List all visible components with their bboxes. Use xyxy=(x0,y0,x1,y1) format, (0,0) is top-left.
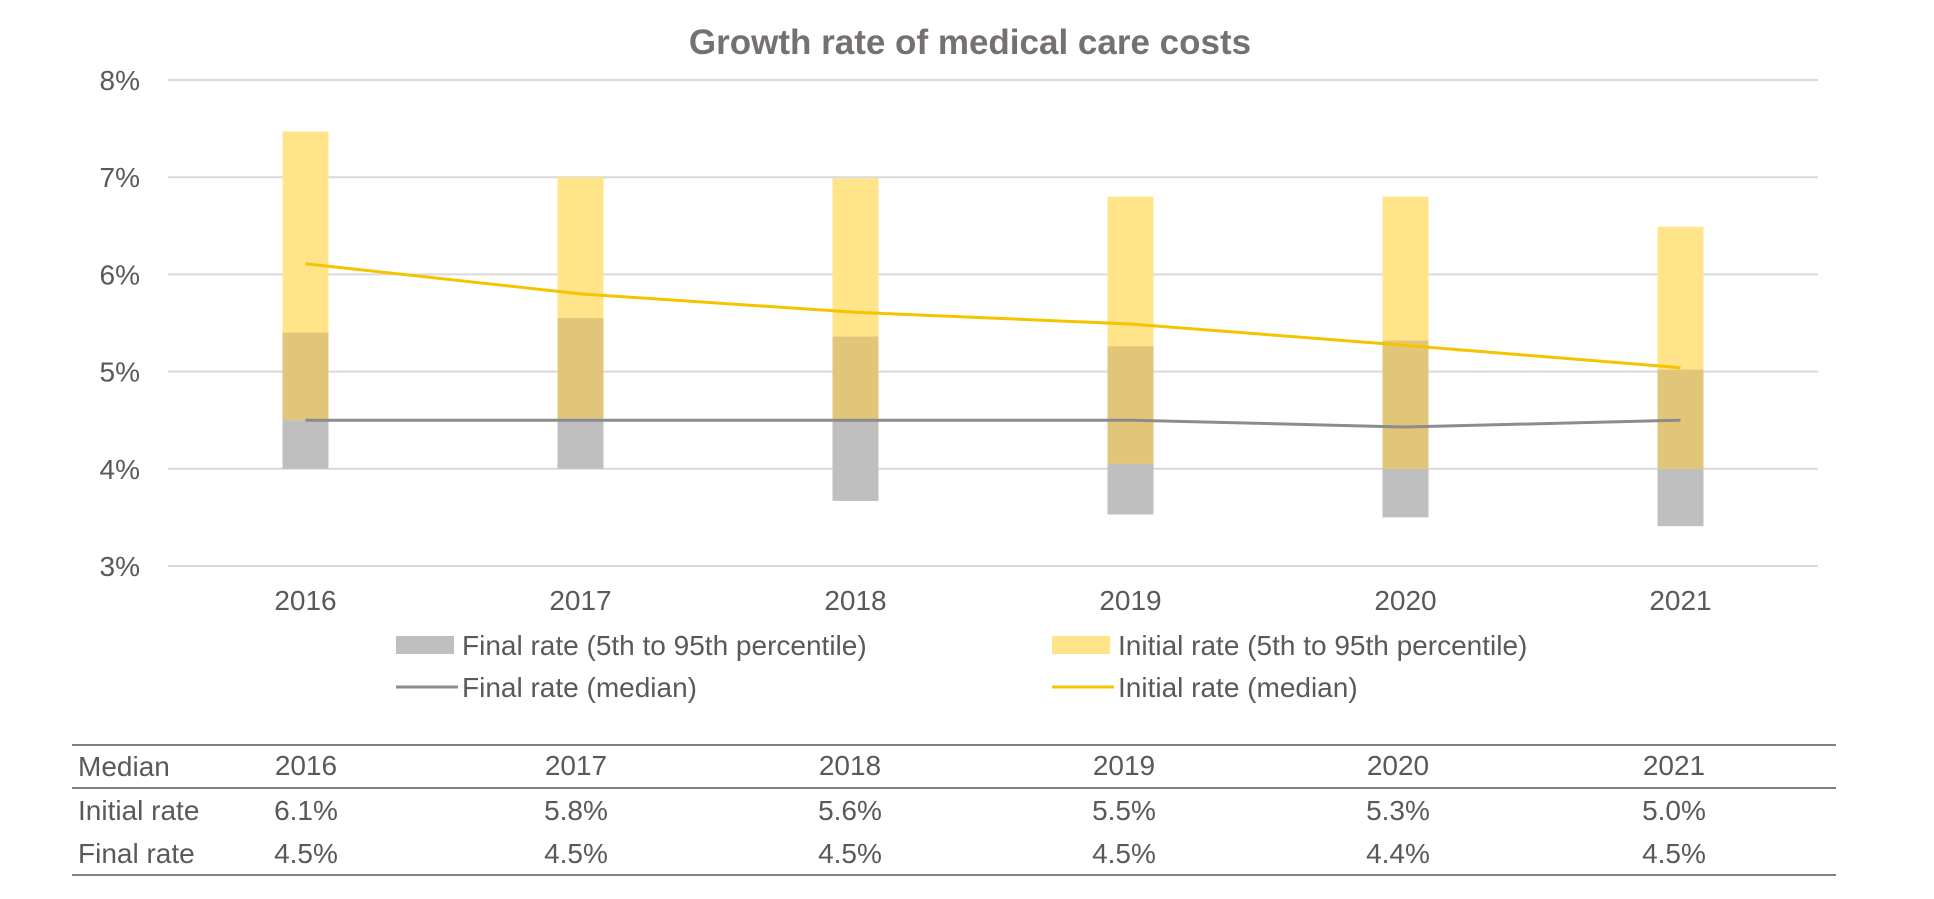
legend-swatch xyxy=(1052,636,1110,654)
y-tick-label: 4% xyxy=(100,454,140,485)
table-cell: 4.5% xyxy=(1642,838,1706,869)
table-row-label: Final rate xyxy=(78,838,195,869)
legend-item: Final rate (5th to 95th percentile) xyxy=(396,630,867,661)
y-tick-label: 8% xyxy=(100,65,140,96)
x-tick-label: 2016 xyxy=(274,585,336,616)
x-tick-label: 2018 xyxy=(824,585,886,616)
table-header-year: 2017 xyxy=(545,750,607,781)
table-cell: 4.4% xyxy=(1366,838,1430,869)
bar-overlap-range xyxy=(282,332,329,421)
table-cell: 6.1% xyxy=(274,795,338,826)
legend: Final rate (5th to 95th percentile) Initi… xyxy=(396,630,1527,703)
line-initial-median xyxy=(305,262,1681,370)
bar-overlap-range xyxy=(832,336,879,421)
table-header-label: Median xyxy=(78,751,170,782)
table-cell: 4.5% xyxy=(274,838,338,869)
y-tick-label: 5% xyxy=(100,357,140,388)
table-row-label: Initial rate xyxy=(78,795,199,826)
table-cell: 4.5% xyxy=(818,838,882,869)
legend-label: Initial rate (5th to 95th percentile) xyxy=(1118,630,1527,661)
x-tick-label: 2017 xyxy=(549,585,611,616)
bar-overlap-range xyxy=(557,318,604,419)
table-cell: 5.6% xyxy=(818,795,882,826)
legend-label: Final rate (median) xyxy=(462,672,697,703)
legend-label: Initial rate (median) xyxy=(1118,672,1358,703)
y-tick-label: 3% xyxy=(100,551,140,582)
table-cell: 4.5% xyxy=(544,838,608,869)
table-header-year: 2020 xyxy=(1367,750,1429,781)
chart-title: Growth rate of medical care costs xyxy=(689,23,1251,62)
x-tick-label: 2019 xyxy=(1099,585,1161,616)
table-cell: 5.8% xyxy=(544,795,608,826)
x-axis-ticks: 2016 2017 2018 2019 2020 2021 xyxy=(274,585,1711,616)
legend-item: Initial rate (5th to 95th percentile) xyxy=(1052,630,1527,661)
bar-overlap-range xyxy=(1107,346,1154,464)
gridlines xyxy=(168,79,1818,567)
x-tick-label: 2021 xyxy=(1649,585,1711,616)
table-header-year: 2016 xyxy=(275,750,337,781)
table-cell: 5.0% xyxy=(1642,795,1706,826)
x-tick-label: 2020 xyxy=(1374,585,1436,616)
legend-swatch xyxy=(396,636,454,654)
bar-overlap-range xyxy=(1382,340,1429,469)
line-final-median xyxy=(305,418,1681,429)
median-table: Median 2016 2017 2018 2019 2020 2021 Initial ra… xyxy=(72,744,1836,876)
table-header-year: 2019 xyxy=(1093,750,1155,781)
legend-label: Final rate (5th to 95th percentile) xyxy=(462,630,867,661)
legend-item: Initial rate (median) xyxy=(1052,672,1358,703)
median-lines xyxy=(305,262,1681,429)
range-bars xyxy=(282,131,1704,527)
y-axis-ticks: 3% 4% 5% 6% 7% 8% xyxy=(100,65,140,582)
y-tick-label: 7% xyxy=(100,162,140,193)
y-tick-label: 6% xyxy=(100,259,140,290)
table-cell: 4.5% xyxy=(1092,838,1156,869)
table-header-year: 2021 xyxy=(1643,750,1705,781)
table-header-year: 2018 xyxy=(819,750,881,781)
table-cell: 5.3% xyxy=(1366,795,1430,826)
table-cell: 5.5% xyxy=(1092,795,1156,826)
legend-item: Final rate (median) xyxy=(396,672,697,703)
